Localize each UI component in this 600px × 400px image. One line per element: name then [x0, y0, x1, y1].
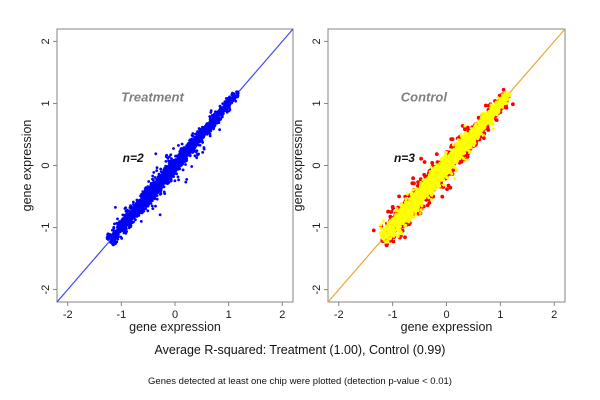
panel-title: Control — [401, 90, 448, 105]
x-tick-label: 2 — [551, 309, 557, 321]
y-tick-label: -2 — [40, 285, 52, 295]
y-tick-label: 0 — [311, 162, 323, 168]
x-tick-label: -2 — [334, 309, 344, 321]
x-tick-label: 0 — [443, 309, 449, 321]
x-axis-title: gene expression — [401, 320, 493, 334]
detection-filter-note: Genes detected at least one chip were pl… — [148, 376, 452, 387]
scatter-series-treatment-replicate-agreement — [105, 90, 240, 247]
x-tick-label: 1 — [226, 309, 232, 321]
y-axis-title: gene expression — [20, 120, 34, 212]
y-axis-title: gene expression — [291, 120, 305, 212]
y-tick-label: -1 — [40, 223, 52, 233]
n-label: n=2 — [123, 151, 144, 165]
y-tick-label: 0 — [40, 162, 52, 168]
x-axis-title: gene expression — [129, 320, 221, 334]
y-tick-label: -2 — [311, 285, 323, 295]
x-tick-label: -1 — [116, 309, 126, 321]
y-tick-label: -1 — [311, 223, 323, 233]
n-label: n=3 — [394, 151, 415, 165]
x-tick-label: 1 — [497, 309, 503, 321]
y-tick-label: 1 — [40, 100, 52, 106]
y-tick-label: 2 — [40, 38, 52, 44]
y-tick-label: 1 — [311, 100, 323, 106]
y-tick-label: 2 — [311, 38, 323, 44]
x-tick-label: 2 — [279, 309, 285, 321]
x-tick-label: -2 — [63, 309, 73, 321]
x-tick-label: -1 — [388, 309, 398, 321]
r-squared-summary-caption: Average R-squared: Treatment (1.00), Con… — [154, 343, 446, 357]
panel-title: Treatment — [121, 90, 184, 105]
scatter-series-control-core-agreement — [378, 90, 512, 244]
x-tick-label: 0 — [172, 309, 178, 321]
